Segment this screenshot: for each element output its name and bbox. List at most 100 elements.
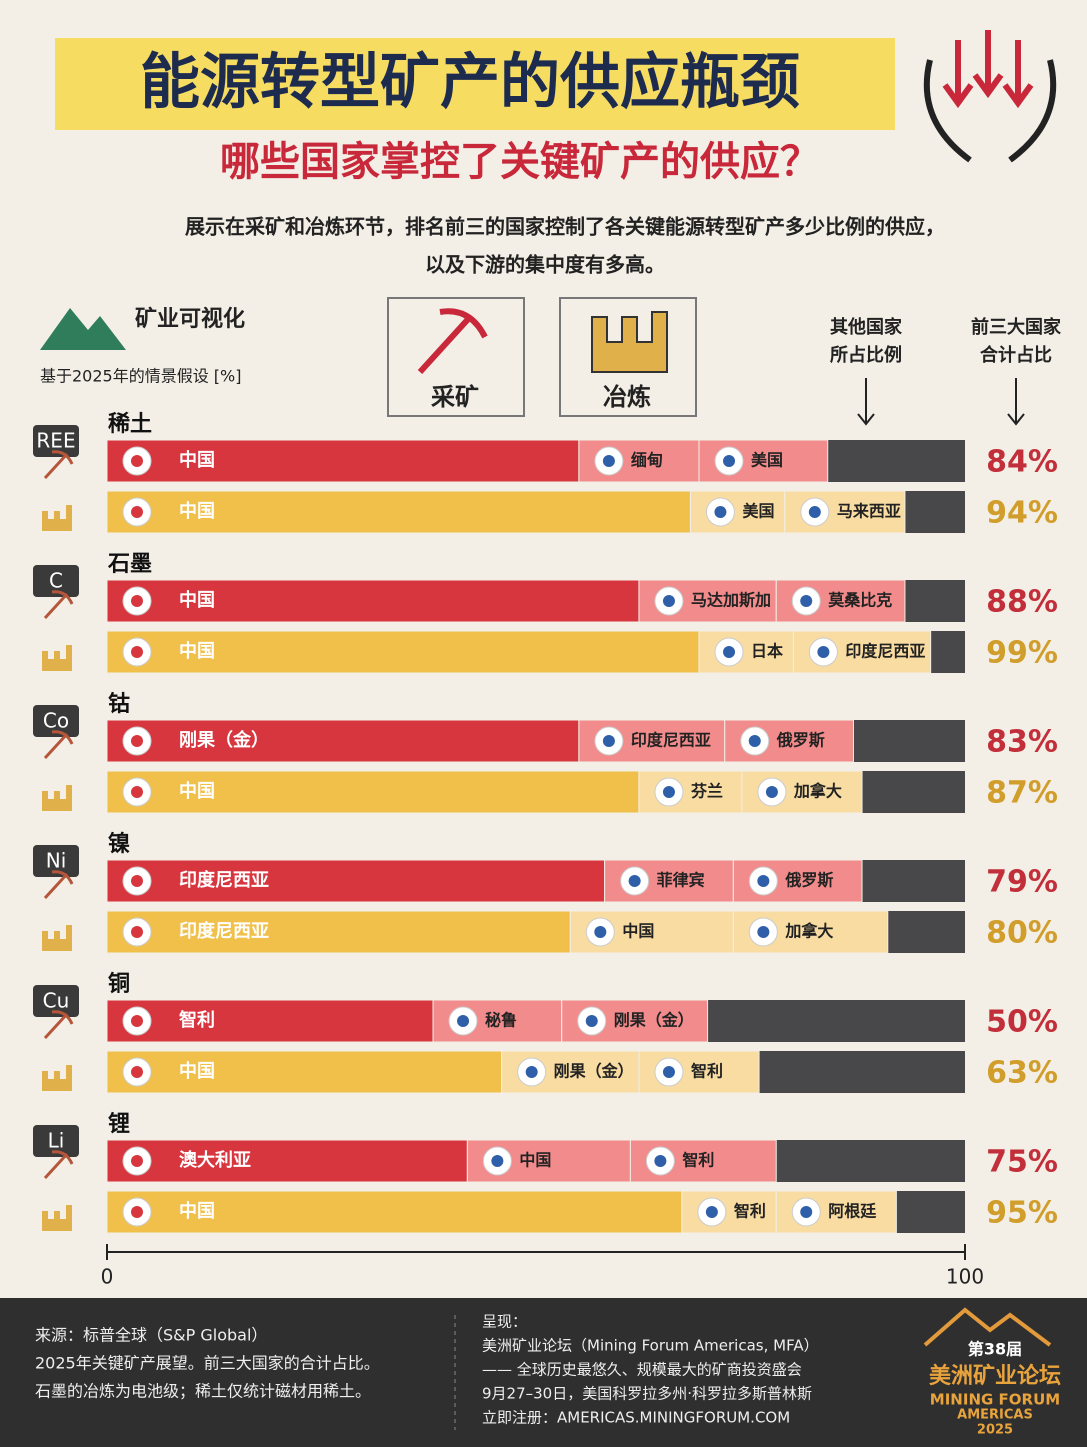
top3-total: 87% [986, 776, 1058, 811]
top3-total: 50% [986, 1005, 1058, 1040]
symbol-box [33, 565, 79, 597]
symbol-box [33, 425, 79, 457]
badge-line: 美洲矿业论坛 [929, 1363, 1061, 1389]
country-label: 缅甸 [631, 451, 663, 470]
country-label: 印度尼西亚 [179, 869, 269, 891]
presenter-line: 呈现： [482, 1313, 527, 1331]
country-label: 俄罗斯 [776, 731, 825, 750]
factory-icon [42, 505, 72, 531]
column-header: 所占比例 [830, 344, 902, 366]
flag-dot [800, 1206, 813, 1218]
segment [106, 1190, 683, 1234]
arrow [857, 378, 875, 426]
flag-dot [131, 1015, 143, 1027]
symbol-box [33, 985, 79, 1017]
country-label: 智利 [179, 1009, 215, 1031]
badge-line: AMERICAS [957, 1408, 1033, 1423]
country-label: 印度尼西亚 [179, 920, 269, 942]
symbol-box [33, 705, 79, 737]
column-header: 合计占比 [980, 344, 1052, 366]
flag-dot [628, 875, 641, 887]
symbol: Ni [46, 849, 67, 873]
flag-dot [491, 1155, 504, 1167]
factory-icon [42, 1205, 72, 1231]
flag-dot [705, 1206, 718, 1218]
stage-label: 冶炼 [603, 383, 651, 411]
mineral-name: 镍 [108, 832, 130, 857]
segment [106, 859, 606, 903]
country-label: 加拿大 [793, 782, 842, 801]
presenter-line: 9月27–30日，美国科罗拉多州·科罗拉多斯普林斯 [482, 1385, 812, 1403]
symbol: C [49, 569, 63, 593]
segment [106, 719, 580, 763]
flag-dot [757, 926, 770, 938]
country-label: 中国 [179, 1200, 215, 1222]
segment [106, 1139, 468, 1183]
top3-total: 95% [986, 1196, 1058, 1231]
flag-dot [602, 735, 615, 747]
flag-dot [594, 926, 607, 938]
top3-total: 84% [986, 445, 1058, 480]
flag-dot [457, 1015, 470, 1027]
mineral-name: 石墨 [107, 552, 152, 577]
flag-dot [131, 735, 143, 747]
flag-dot [131, 595, 143, 607]
mineral-name: 稀土 [108, 411, 152, 437]
pickaxe-icon [417, 308, 488, 375]
flag-dot [662, 1066, 675, 1078]
flag-dot [662, 786, 675, 798]
factory-icon [42, 1065, 72, 1091]
country-label: 印度尼西亚 [845, 642, 925, 661]
segment [106, 770, 640, 814]
pickaxe-icon [43, 590, 74, 620]
description: 展示在采矿和冶炼环节，排名前三的国家控制了各关键能源转型矿产多少比例的供应， [185, 215, 945, 239]
mineral-name: 钴 [108, 691, 130, 717]
country-label: 芬兰 [690, 782, 723, 801]
top3-total: 83% [986, 725, 1058, 760]
badge-mountain [923, 1307, 1052, 1347]
flag-dot [131, 786, 143, 798]
source-line: 2025年关键矿产展望。前三大国家的合计占比。 [35, 1354, 380, 1373]
country-label: 莫桑比克 [827, 591, 892, 610]
symbol: Co [43, 709, 69, 733]
country-label: 中国 [622, 922, 654, 941]
symbol: REE [36, 429, 75, 453]
flag-dot [723, 646, 736, 658]
column-header: 前三大国家 [971, 316, 1062, 338]
flag-dot [525, 1066, 538, 1078]
segment [106, 630, 700, 674]
country-label: 中国 [179, 640, 215, 662]
country-label: 日本 [751, 642, 783, 661]
flag-dot [131, 875, 143, 887]
top3-total: 75% [986, 1145, 1058, 1180]
factory-icon [591, 311, 668, 373]
flag-dot [131, 1066, 143, 1078]
country-label: 中国 [179, 780, 215, 802]
column-header: 其他国家 [830, 316, 903, 338]
flag-dot [131, 646, 143, 658]
country-label: 印度尼西亚 [631, 731, 711, 750]
pickaxe-icon [43, 1150, 74, 1180]
country-label: 中国 [179, 500, 215, 522]
country-label: 中国 [519, 1151, 551, 1170]
country-label: 中国 [179, 449, 215, 471]
source-line: 石墨的冶炼为电池级；稀土仅统计磁材用稀土。 [35, 1382, 371, 1401]
country-label: 秘鲁 [485, 1011, 517, 1030]
country-label: 刚果（金） [614, 1011, 694, 1030]
badge-line: 2025 [977, 1423, 1013, 1438]
pickaxe-icon [43, 1010, 74, 1040]
flag-dot [662, 595, 675, 607]
footer [0, 1298, 1087, 1447]
segment [106, 579, 640, 623]
mineral-name: 锂 [108, 1111, 130, 1137]
flag-dot [131, 506, 143, 518]
arrow [1007, 378, 1025, 426]
description: 以及下游的集中度有多高。 [425, 253, 665, 277]
country-label: 智利 [734, 1202, 766, 1221]
top3-total: 63% [986, 1056, 1058, 1091]
factory-icon [42, 785, 72, 811]
country-label: 澳大利亚 [179, 1149, 251, 1171]
symbol: Li [48, 1129, 65, 1153]
flag-dot [654, 1155, 667, 1167]
hands-icon [923, 30, 1057, 163]
